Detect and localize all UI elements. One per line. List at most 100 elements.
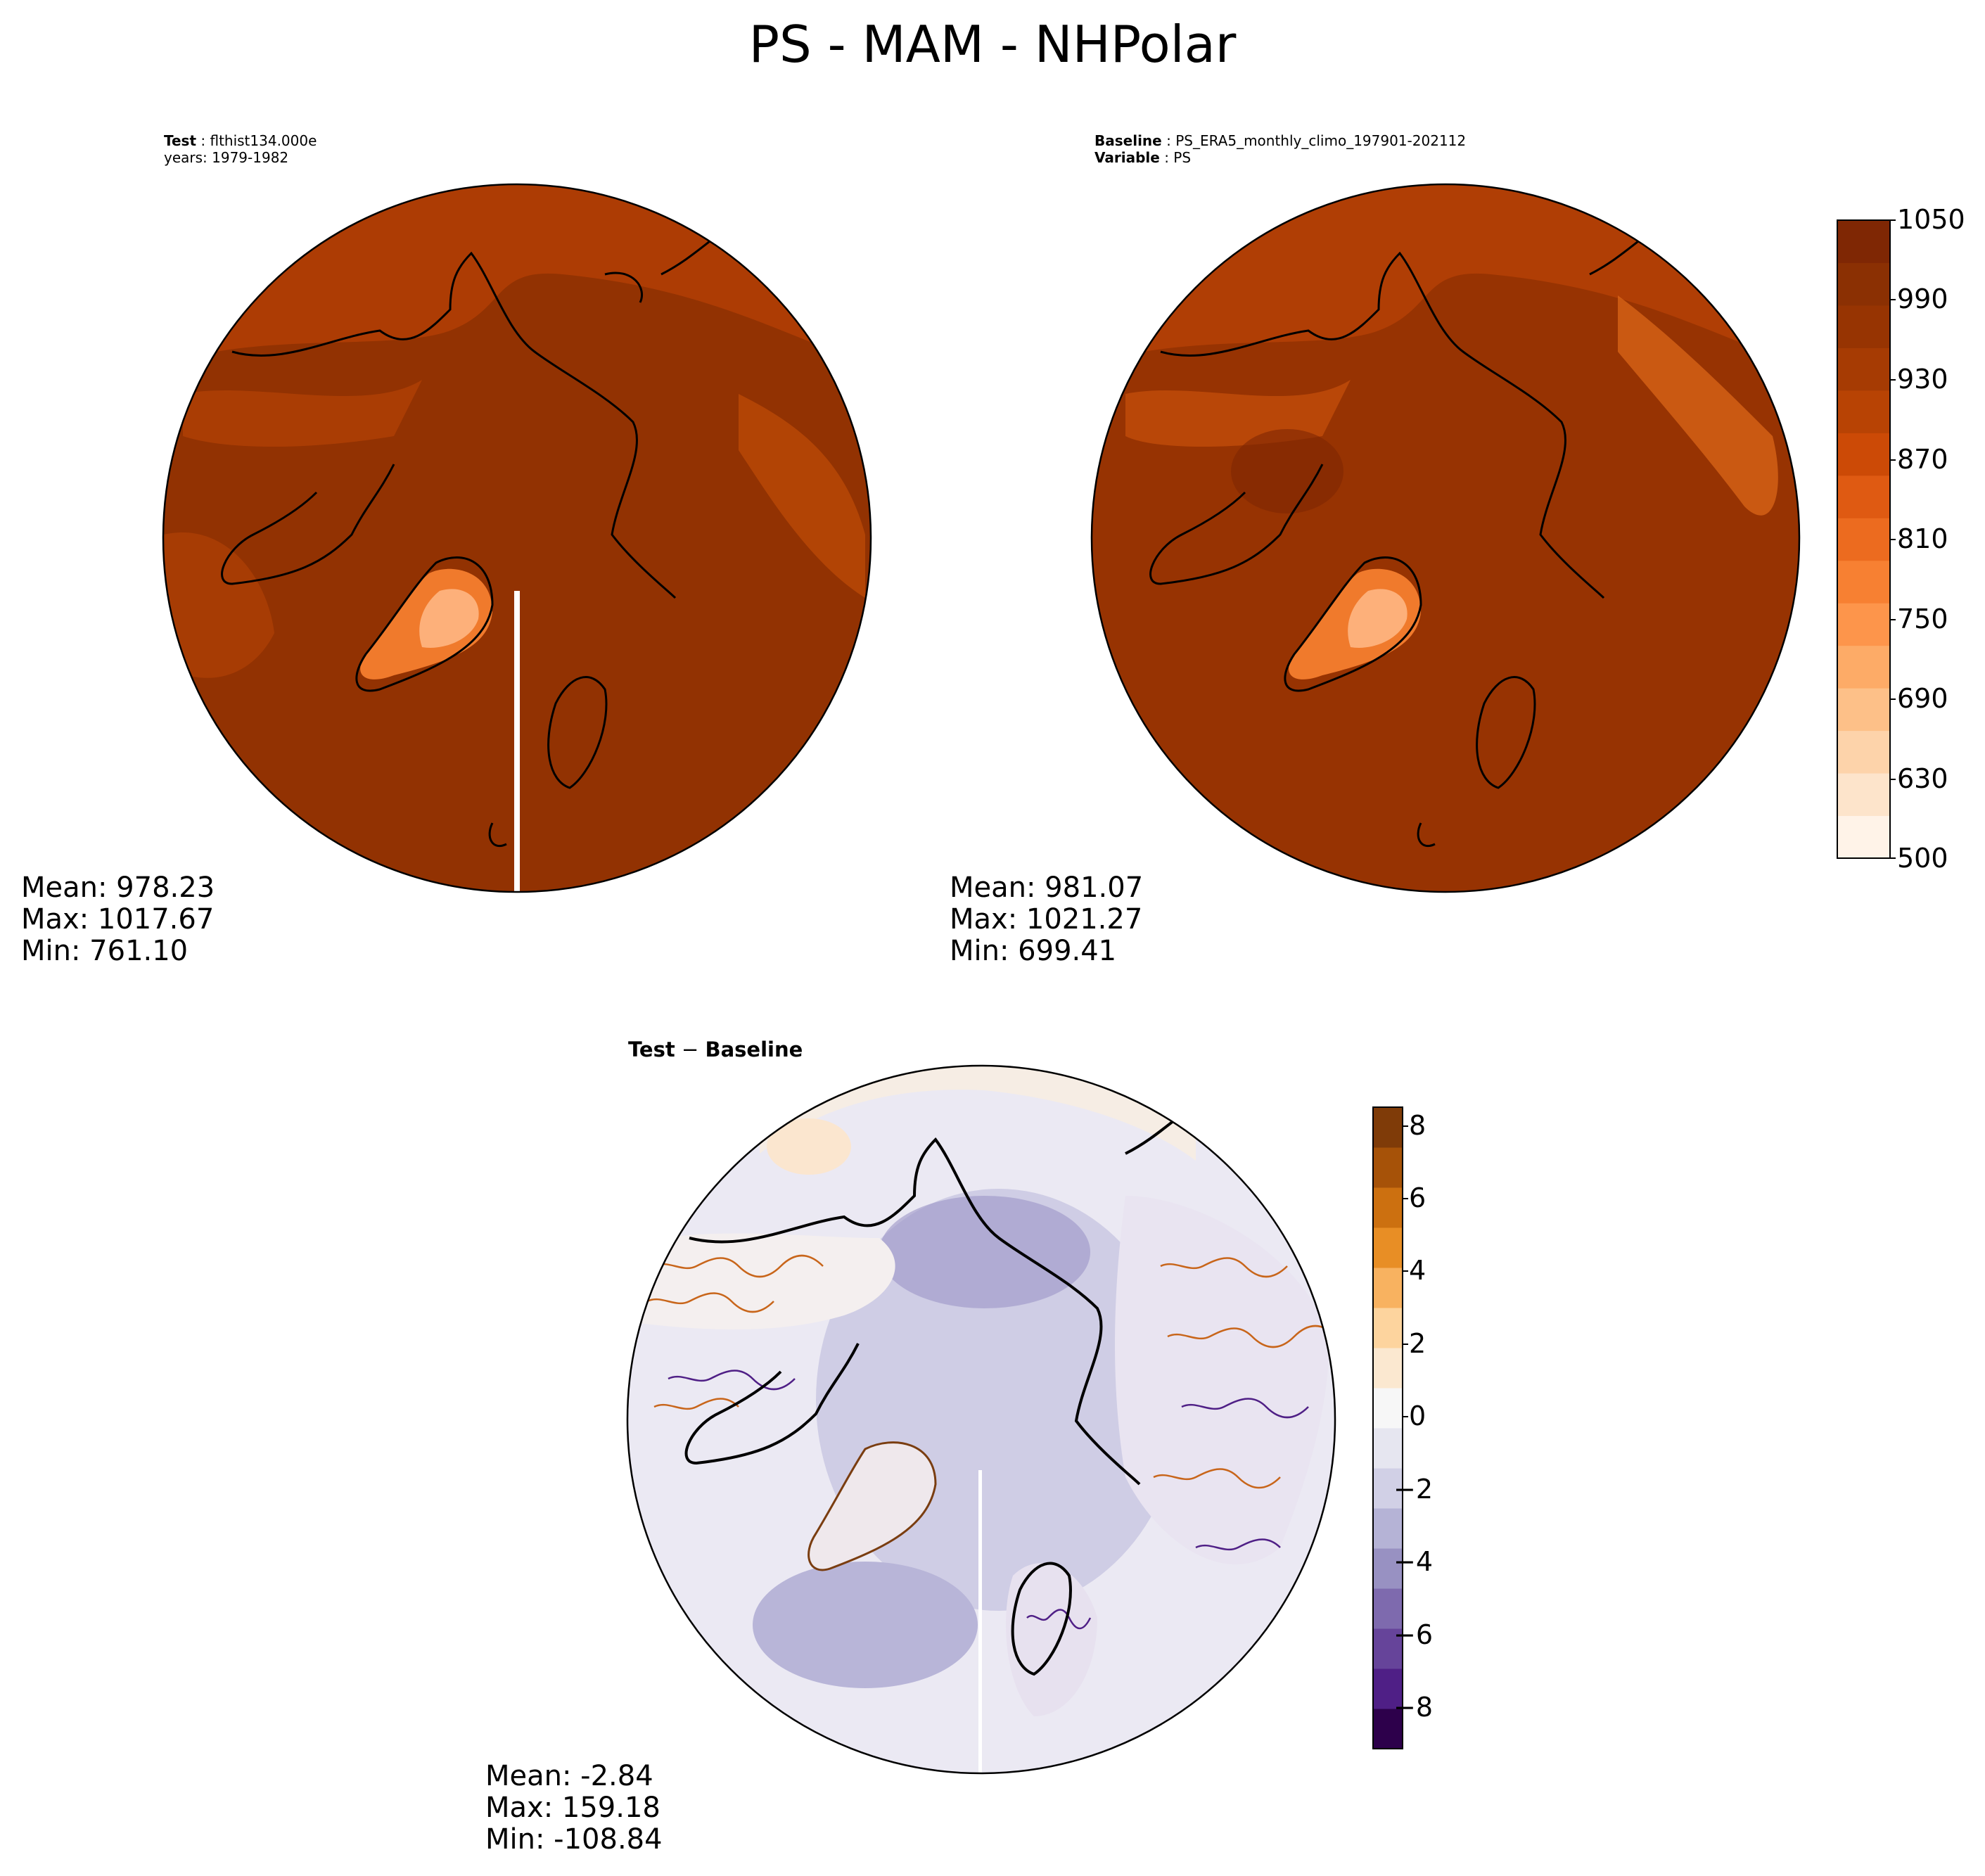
diff-map-coastline: [684, 1343, 860, 1465]
colorbar-main: [1837, 219, 1896, 859]
colorbar-diff-swatch: [1373, 1548, 1403, 1589]
test-label: Test: [164, 132, 197, 149]
test-panel-header: Test : flthist134.000e years: 1979-1982: [164, 132, 317, 166]
test-map-coastline: [231, 251, 677, 599]
test-map-ocean: [163, 184, 871, 892]
colorbar-diff-swatch: [1373, 1187, 1403, 1228]
baseline-map: [1090, 183, 1801, 893]
diff-map-coastline: [689, 1137, 1141, 1486]
colorbar-main-swatch: [1837, 305, 1890, 348]
diff-map-contour: [1195, 1538, 1281, 1551]
test-stat-min: Min: 761.10: [21, 935, 189, 967]
baseline-map-coastline: [1149, 464, 1324, 585]
colorbar-diff-tick: 6: [1409, 1182, 1426, 1213]
colorbar-diff-swatch: [1373, 1428, 1403, 1469]
colorbar-diff-tick: −8: [1393, 1692, 1434, 1723]
colorbar-diff-frame: [1372, 1106, 1403, 1749]
test-map-coastline: [547, 676, 608, 789]
colorbar-diff-tick: 8: [1409, 1110, 1426, 1141]
diff-map-negative-patch: [879, 1196, 1090, 1308]
variable-label: Variable: [1094, 149, 1160, 166]
colorbar-main-swatch: [1837, 773, 1890, 817]
colorbar-main-swatch: [1837, 688, 1890, 732]
diff-title-baseline: Baseline: [705, 1038, 803, 1061]
diff-title-operator: −: [675, 1038, 706, 1061]
colorbar-main-swatch: [1837, 560, 1890, 604]
diff-stat-mean: Mean: -2.84: [485, 1760, 653, 1792]
colorbar-diff-tick: −2: [1393, 1474, 1434, 1505]
colorbar-diff-swatch: [1373, 1107, 1403, 1148]
diff-panel-title: Test − Baseline: [628, 1038, 803, 1061]
figure-title: PS - MAM - NHPolar: [748, 15, 1237, 74]
colorbar-diff-swatch: [1373, 1227, 1403, 1268]
test-map-coastline: [488, 822, 507, 848]
baseline-map-coastline: [1284, 556, 1422, 692]
baseline-map-boundary: [1090, 183, 1801, 893]
colorbar-diff-tick: −4: [1393, 1546, 1434, 1577]
baseline-stat-min: Min: 699.41: [950, 935, 1117, 967]
diff-map-seam: [978, 1470, 982, 1773]
test-map-boundary: [162, 183, 872, 893]
colorbar-main-tick: 1050: [1897, 204, 1965, 235]
colorbar-diff-swatch: [1373, 1588, 1403, 1629]
baseline-map-coastline: [1476, 676, 1536, 789]
diff-stat-min: Min: -108.84: [485, 1823, 663, 1856]
colorbar-diff-tick: 0: [1409, 1400, 1426, 1431]
colorbar-main-tick: 690: [1897, 683, 1948, 714]
baseline-stat-mean: Mean: 981.07: [950, 872, 1144, 904]
diff-map-negative-patch: [753, 1562, 978, 1688]
colorbar-main-swatch: [1837, 475, 1890, 518]
test-stats: Mean: 978.23 Max: 1017.67 Min: 761.10: [21, 872, 215, 967]
diff-map-contour: [668, 1370, 796, 1391]
colorbar-main-tick: 990: [1897, 283, 1948, 314]
diff-map-boundary: [626, 1064, 1336, 1775]
baseline-panel-header: Baseline : PS_ERA5_monthly_climo_197901-…: [1094, 132, 1467, 166]
baseline-map-coastline: [1160, 251, 1605, 599]
colorbar-diff-swatch: [1373, 1508, 1403, 1549]
colorbar-main-swatch: [1837, 518, 1890, 561]
test-map-seam: [514, 591, 520, 892]
colorbar-diff-swatch: [1373, 1348, 1403, 1389]
colorbar-diff-swatch: [1373, 1668, 1403, 1709]
colorbar-main-tick: 750: [1897, 604, 1948, 634]
baseline-stat-max: Max: 1021.27: [950, 903, 1143, 936]
diff-map-land-europe: [1006, 1563, 1097, 1716]
diff-map-land-asia: [633, 1233, 895, 1329]
diff-map-contour: [1167, 1325, 1335, 1348]
diff-title-test: Test: [628, 1038, 675, 1061]
colorbar-diff-swatch: [1373, 1388, 1403, 1429]
test-map-coastline: [355, 556, 494, 692]
test-stat-mean: Mean: 978.23: [21, 872, 215, 904]
colorbar-diff-tick: −6: [1393, 1619, 1434, 1650]
test-map-coastline: [221, 464, 395, 585]
test-map-coastline: [604, 272, 643, 303]
colorbar-diff-tick: 2: [1409, 1328, 1426, 1359]
diff-stats: Mean: -2.84 Max: 159.18 Min: -108.84: [485, 1761, 663, 1856]
test-years: years: 1979-1982: [164, 149, 289, 166]
variable-name: PS: [1173, 149, 1192, 166]
colorbar-diff-swatch: [1373, 1308, 1403, 1348]
test-map-greenland-core: [419, 589, 479, 648]
test-map-terrain-band: [739, 394, 865, 598]
diff-map-contour: [1160, 1257, 1288, 1278]
colorbar-main-swatch: [1837, 347, 1890, 391]
colorbar-main-tick: 810: [1897, 523, 1948, 554]
colorbar-main-swatch: [1837, 220, 1890, 263]
colorbar-main-swatch: [1837, 390, 1890, 433]
test-map-terrain-band: [183, 380, 422, 447]
diff-map-contour: [1153, 1468, 1281, 1489]
colorbar-main-swatch: [1837, 815, 1890, 859]
baseline-stats: Mean: 981.07 Max: 1021.27 Min: 699.41: [950, 872, 1143, 967]
baseline-label: Baseline: [1094, 132, 1162, 149]
baseline-map-coastline: [1417, 822, 1436, 848]
diff-map-contour: [653, 1398, 739, 1410]
diff-map-north-band: [760, 1066, 1196, 1161]
colorbar-diff-swatch: [1373, 1468, 1403, 1509]
colorbar-main-swatch: [1837, 433, 1890, 476]
diff-map-contour: [1181, 1398, 1309, 1419]
baseline-map-high-pressure: [1231, 429, 1343, 513]
colorbar-main-swatch: [1837, 730, 1890, 774]
colorbar-diff-swatch: [1373, 1147, 1403, 1188]
test-case-name: flthist134.000e: [210, 132, 317, 149]
